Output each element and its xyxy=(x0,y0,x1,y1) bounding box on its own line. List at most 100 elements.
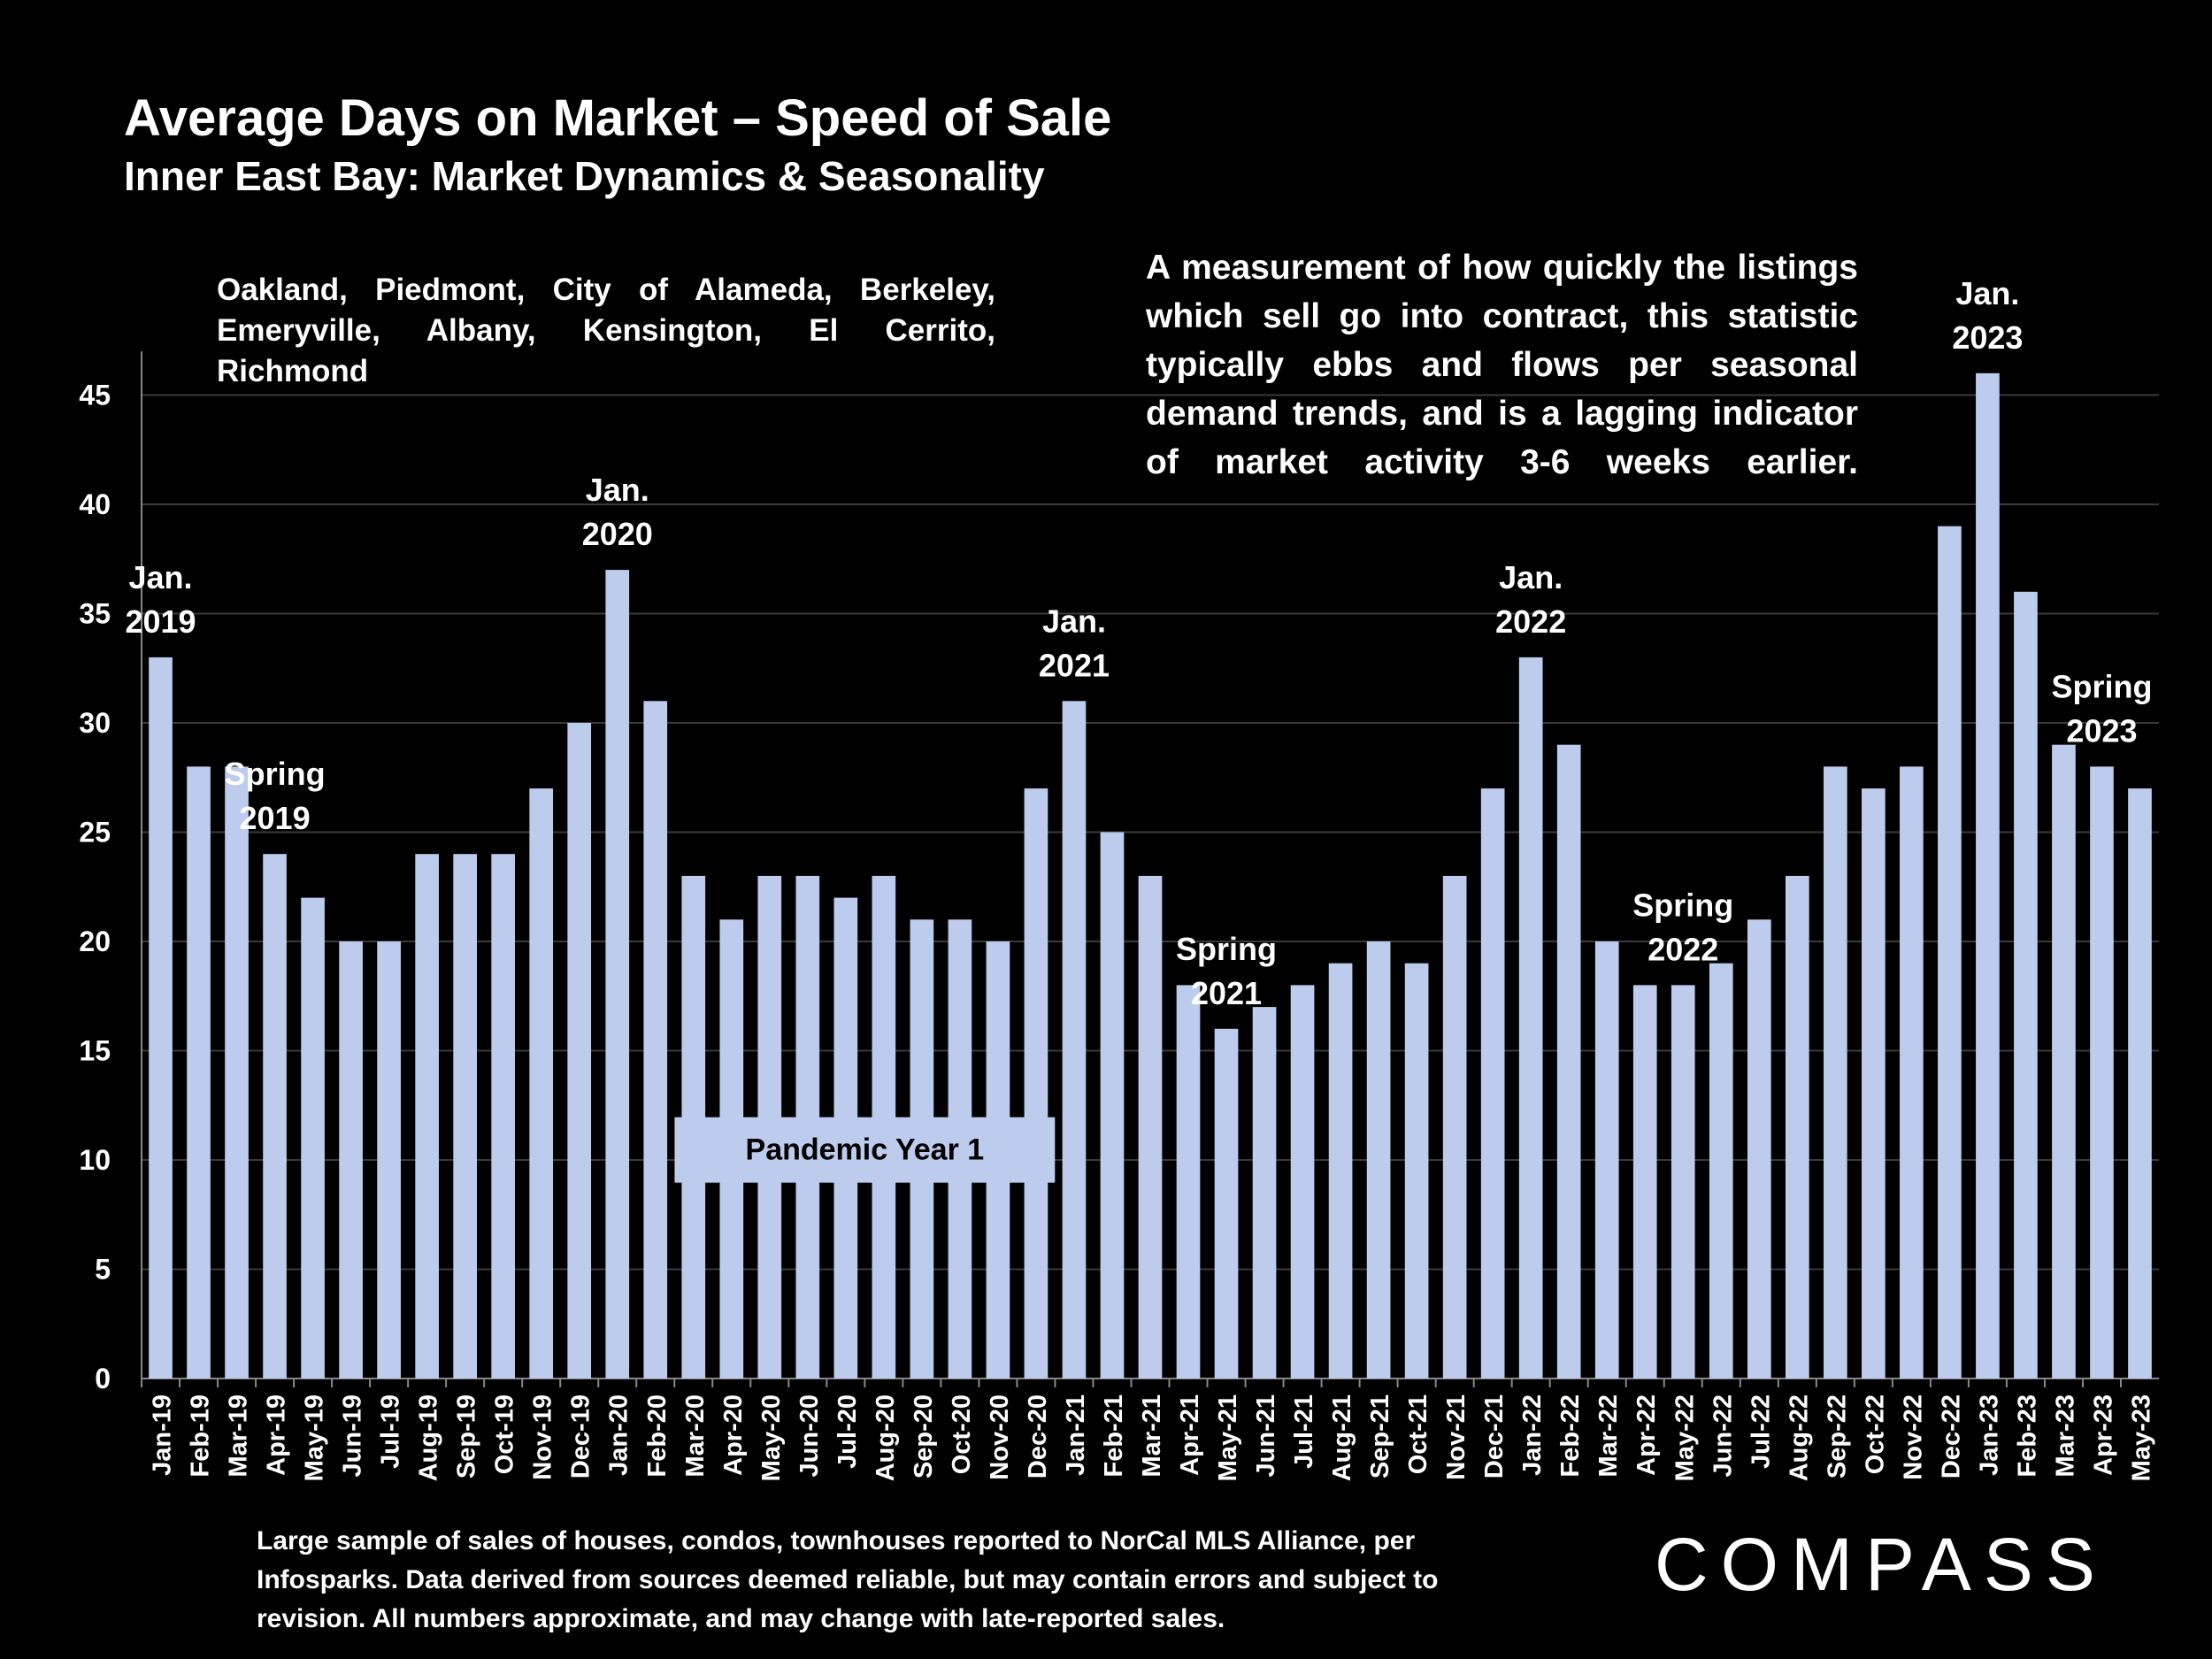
bar xyxy=(2090,766,2114,1379)
x-tick-label: May-19 xyxy=(301,1394,329,1481)
bar xyxy=(1176,985,1201,1379)
x-tick-label: Jul-19 xyxy=(377,1394,405,1469)
x-tick-label: Jan-20 xyxy=(605,1394,634,1476)
annotation-label: 2021 xyxy=(1191,975,1262,1011)
chart-title: Average Days on Market – Speed of Sale xyxy=(124,89,1112,147)
y-tick-label: 10 xyxy=(79,1144,111,1176)
x-tick-label: Sep-21 xyxy=(1366,1394,1394,1479)
bar xyxy=(1862,788,1886,1379)
y-tick-label: 25 xyxy=(79,817,111,849)
annotation-label: Jan. xyxy=(1955,275,2019,311)
description-line: which sell go into contract, this statis… xyxy=(1146,297,1858,335)
x-tick-label: Jan-23 xyxy=(1975,1394,2003,1476)
x-tick-label: Sep-22 xyxy=(1823,1394,1851,1479)
x-tick-label: Apr-20 xyxy=(719,1394,748,1476)
annotation-label: Spring xyxy=(1632,887,1733,923)
bar xyxy=(1747,919,1771,1379)
x-tick-label: Sep-20 xyxy=(910,1394,938,1479)
footnote-line: Infosparks. Data derived from sources de… xyxy=(257,1565,1439,1594)
bar xyxy=(1785,875,1809,1379)
x-tick-label: Oct-20 xyxy=(948,1394,976,1474)
x-tick-label: Nov-19 xyxy=(529,1394,557,1480)
bar xyxy=(187,766,211,1379)
x-tick-label: Feb-19 xyxy=(187,1394,215,1477)
annotation-label: Jan. xyxy=(1499,559,1563,595)
x-tick-label: Oct-22 xyxy=(1861,1394,1889,1474)
bar xyxy=(225,766,249,1379)
x-tick-label: Jan-21 xyxy=(1062,1394,1090,1476)
bar xyxy=(1556,744,1581,1379)
x-tick-label: Jun-21 xyxy=(1252,1394,1280,1477)
region-list: Oakland, Piedmont, City of Alameda, Berk… xyxy=(217,270,995,392)
region-line: Emeryville, Albany, Kensington, El Cerri… xyxy=(217,313,995,388)
x-tick-label: Jan-22 xyxy=(1518,1394,1547,1476)
x-tick-label: Feb-23 xyxy=(2013,1394,2041,1477)
description-text: A measurement of how quickly the listing… xyxy=(1146,243,1858,487)
x-tick-label: Aug-22 xyxy=(1785,1394,1813,1481)
bar xyxy=(301,897,325,1379)
x-tick-label: Mar-21 xyxy=(1138,1394,1166,1478)
x-tick-label: May-22 xyxy=(1671,1394,1699,1481)
chart-subtitle: Inner East Bay: Market Dynamics & Season… xyxy=(124,153,1045,199)
x-tick-label: Mar-20 xyxy=(681,1394,710,1478)
pandemic-callout-label: Pandemic Year 1 xyxy=(746,1133,985,1167)
annotation-label: 2020 xyxy=(582,516,653,552)
annotation-label: 2022 xyxy=(1647,931,1718,967)
bar xyxy=(1366,941,1391,1379)
bar xyxy=(1938,526,1962,1379)
x-tick-label: Sep-19 xyxy=(453,1394,481,1479)
annotation-label: Spring xyxy=(2051,668,2152,704)
annotation-label: 2019 xyxy=(125,603,196,640)
y-tick-label: 35 xyxy=(79,598,111,630)
bar xyxy=(1100,832,1125,1379)
x-tick-label: Aug-21 xyxy=(1328,1394,1356,1481)
y-tick-label: 15 xyxy=(79,1035,111,1067)
annotation-label: Jan. xyxy=(1042,603,1106,639)
x-tick-label: Oct-19 xyxy=(491,1394,519,1474)
bar xyxy=(1824,766,1847,1379)
x-tick-label: Dec-19 xyxy=(567,1394,595,1479)
y-tick-label: 20 xyxy=(79,926,111,957)
bar xyxy=(453,854,477,1379)
bar xyxy=(1214,1028,1239,1379)
annotation-label: Spring xyxy=(1176,931,1277,967)
bar xyxy=(1900,766,1924,1379)
y-tick-label: 45 xyxy=(79,380,111,411)
bar xyxy=(1328,963,1353,1379)
annotation-label: Spring xyxy=(225,756,326,792)
x-tick-label: Apr-23 xyxy=(2089,1394,2117,1476)
bar xyxy=(2014,591,2038,1379)
bar xyxy=(567,723,592,1379)
x-tick-label: Mar-19 xyxy=(225,1394,253,1478)
annotation-label: Jan. xyxy=(586,472,649,508)
bar xyxy=(1632,985,1657,1379)
bar xyxy=(1442,875,1467,1379)
annotation-label: 2019 xyxy=(240,800,311,836)
bar xyxy=(2052,744,2076,1379)
description-line: A measurement of how quickly the listing… xyxy=(1146,249,1858,287)
description-line: of market activity 3-6 weeks earlier. xyxy=(1146,443,1858,481)
x-tick-label: May-23 xyxy=(2127,1394,2155,1481)
annotation-label: 2021 xyxy=(1039,647,1110,683)
bar xyxy=(1024,788,1048,1379)
region-line: Oakland, Piedmont, City of Alameda, Berk… xyxy=(217,273,995,307)
bar xyxy=(339,941,363,1379)
bar xyxy=(2128,788,2152,1379)
x-tick-label: Feb-21 xyxy=(1100,1394,1128,1477)
bar xyxy=(643,701,668,1379)
x-tick-label: Dec-22 xyxy=(1937,1394,1965,1479)
x-tick-label: May-21 xyxy=(1214,1394,1242,1481)
pandemic-callout-box xyxy=(674,1117,1056,1183)
bar xyxy=(1976,373,2000,1379)
x-tick-label: Jan-19 xyxy=(149,1394,177,1476)
x-tick-label: Aug-19 xyxy=(415,1394,443,1481)
x-tick-label: Aug-20 xyxy=(872,1394,900,1481)
x-tick-label: Oct-21 xyxy=(1404,1394,1432,1474)
annotation-label: 2023 xyxy=(1952,319,2023,356)
bar xyxy=(1062,701,1087,1379)
annotation-label: 2022 xyxy=(1495,603,1566,640)
bar xyxy=(1709,963,1733,1379)
bar xyxy=(1138,875,1163,1379)
x-tick-label: Apr-22 xyxy=(1632,1394,1661,1476)
bar xyxy=(529,788,554,1379)
